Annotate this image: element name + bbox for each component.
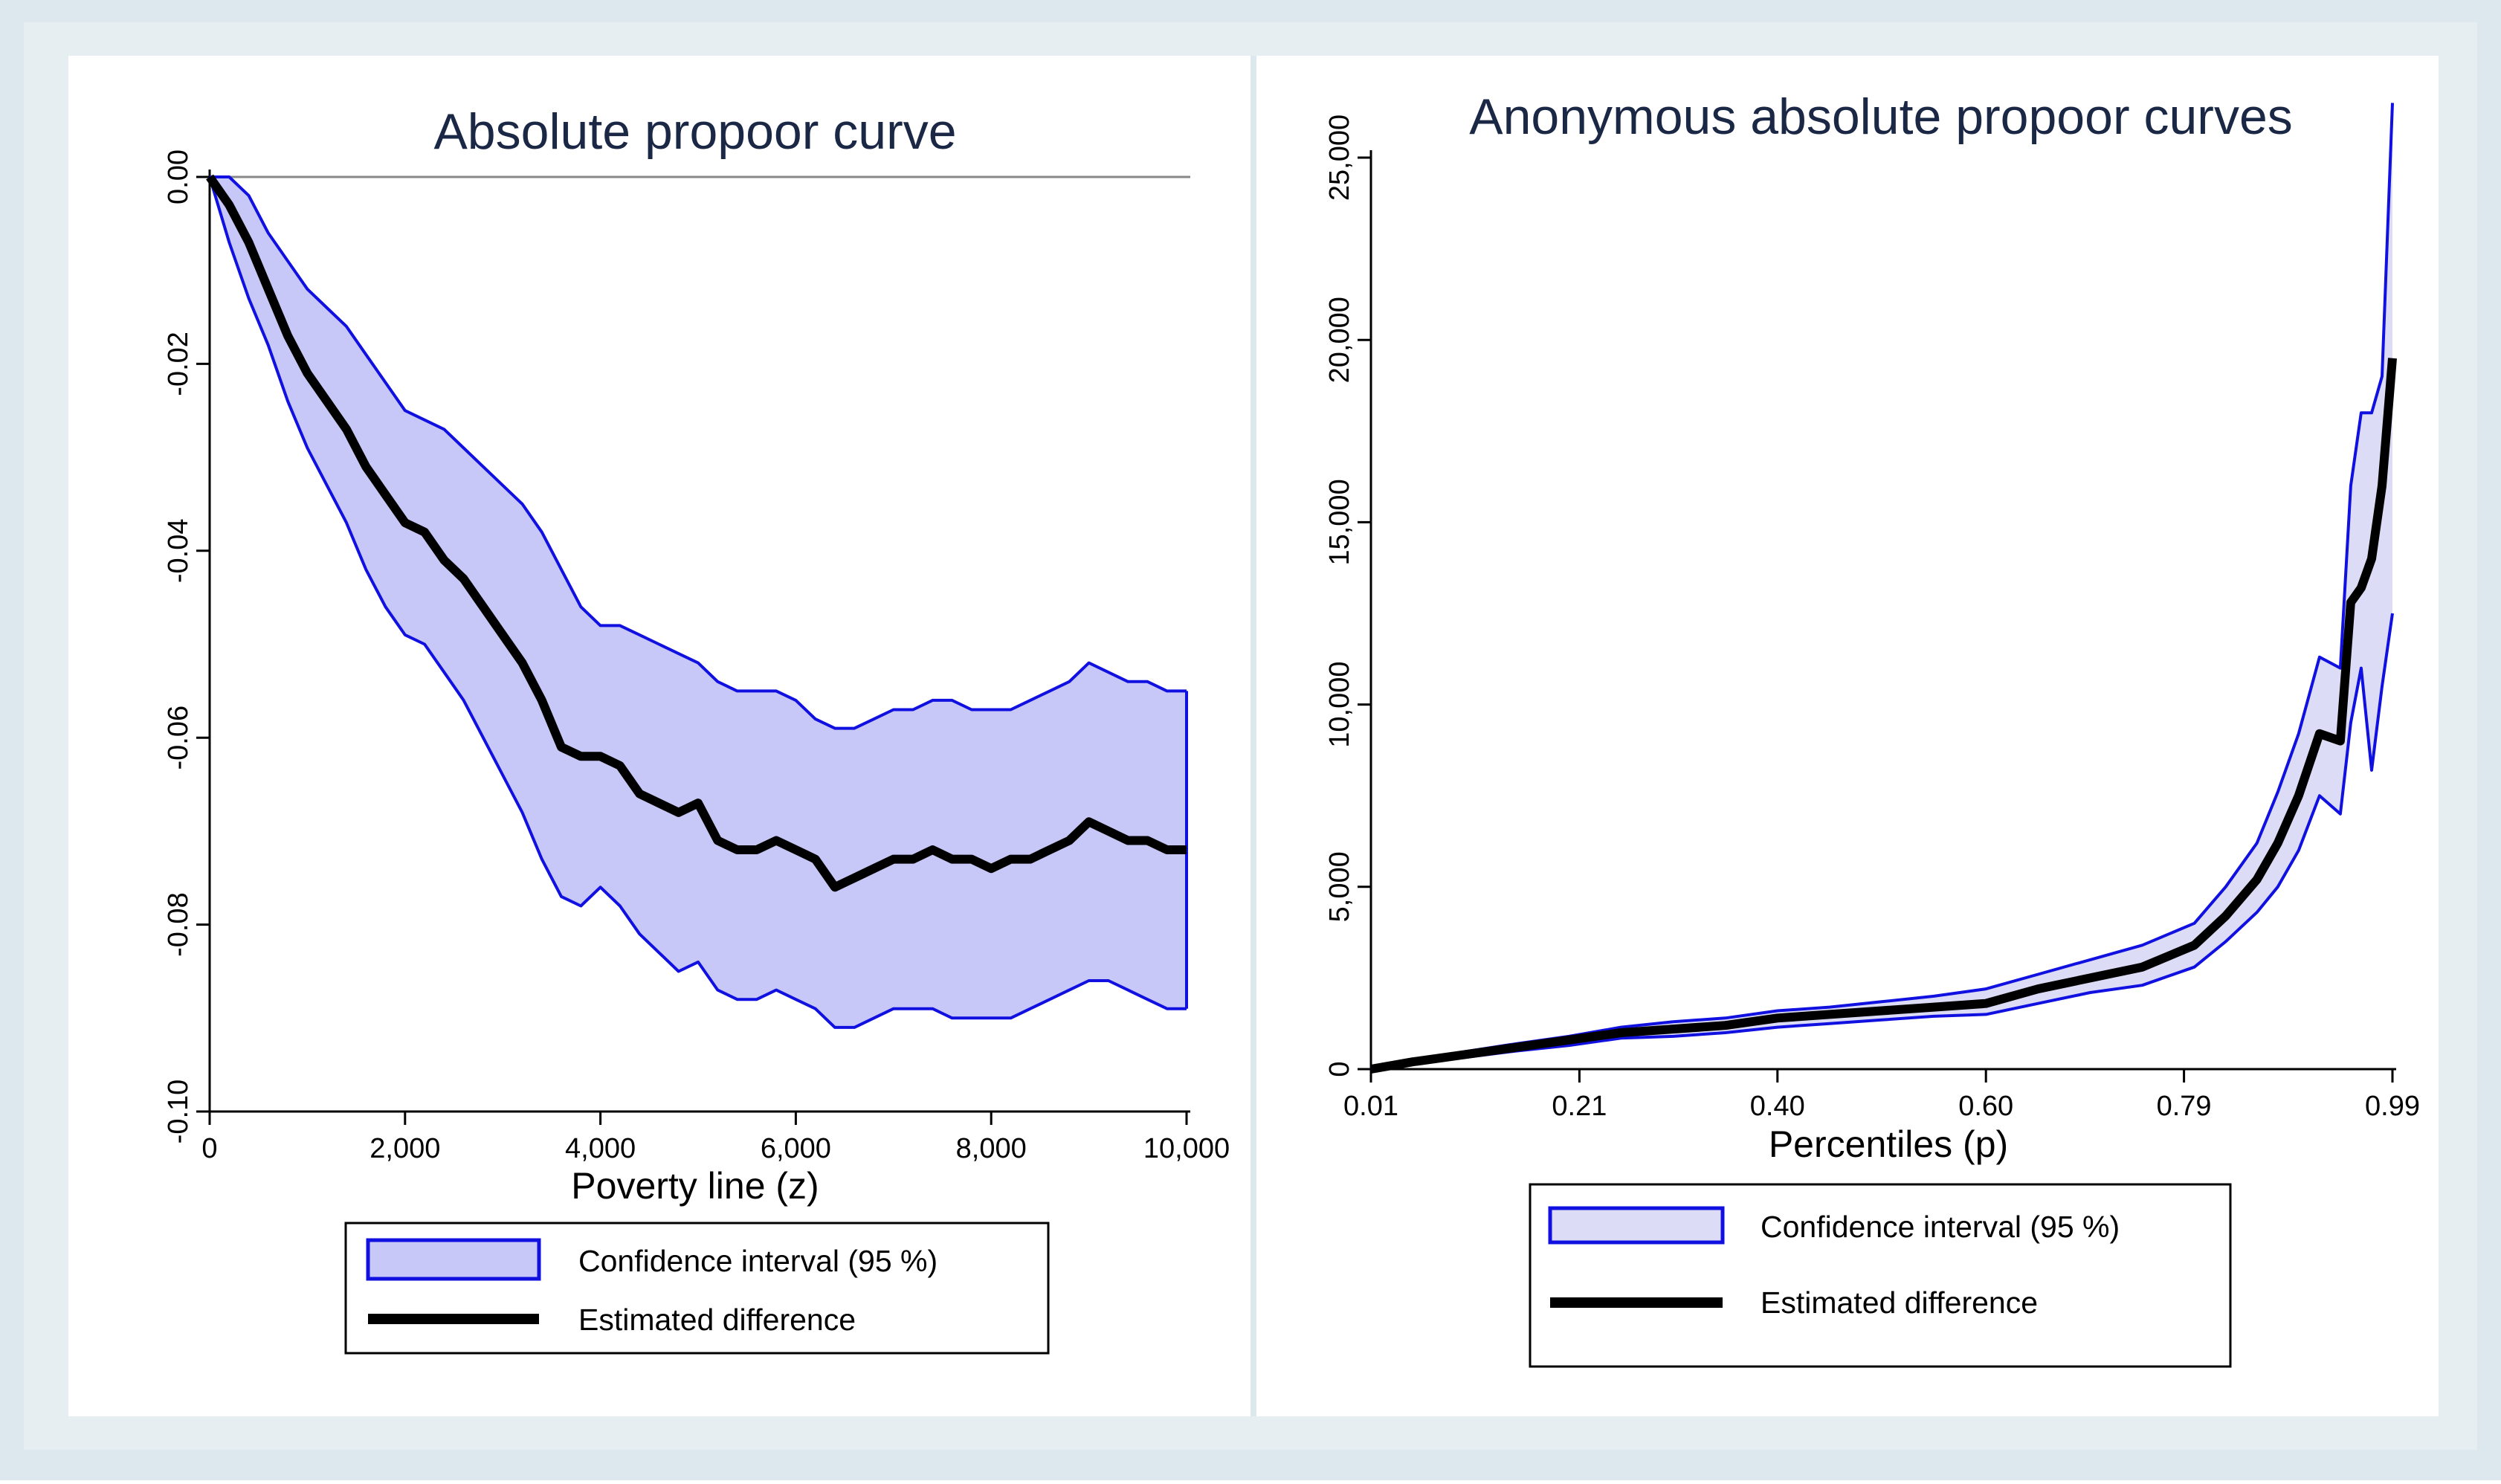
right-x-tick-label: 0.99 <box>2365 1091 2420 1122</box>
right-x-tick-label: 0.79 <box>2157 1091 2212 1122</box>
right-y-tick-label: 15,000 <box>1324 479 1355 565</box>
right-y-tick-label: 20,000 <box>1324 297 1355 383</box>
left-legend-ci-swatch <box>366 1238 541 1281</box>
left-x-tick-label: 8,000 <box>956 1133 1027 1164</box>
left-legend-ci-label: Confidence interval (95 %) <box>578 1244 938 1278</box>
left-x-tick-label: 4,000 <box>565 1133 636 1164</box>
right-legend-ci-swatch <box>1548 1206 1725 1245</box>
left-x-tick-label: 0 <box>201 1133 217 1164</box>
right-estimate-line <box>1369 358 2397 1074</box>
left-chart-title: Absolute propoor curve <box>433 103 956 160</box>
right-x-axis-label: Percentiles (p) <box>1769 1123 2008 1165</box>
right-chart-title: Anonymous absolute propoor curves <box>1469 88 2293 145</box>
right-x-tick-label: 0.01 <box>1343 1091 1398 1122</box>
left-y-tick-label: -0.10 <box>163 1080 194 1144</box>
right-x-tick-label: 0.40 <box>1750 1091 1805 1122</box>
right-y-tick-label: 5,000 <box>1324 851 1355 922</box>
left-x-tick-label: 10,000 <box>1143 1133 1230 1164</box>
right-y-tick-label: 25,000 <box>1324 114 1355 201</box>
right-legend-ci-label: Confidence interval (95 %) <box>1761 1210 2120 1244</box>
left-panel: Absolute propoor curve 0.00 -0.02 -0.04 -0.… <box>68 56 1250 1416</box>
left-estimate-line <box>206 174 1187 892</box>
right-y-tick-label: 0 <box>1324 1061 1355 1077</box>
right-x-tick-label: 0.60 <box>1958 1091 2013 1122</box>
right-y-tick-label: 10,000 <box>1324 661 1355 747</box>
left-y-tick-label: -0.02 <box>163 332 194 396</box>
left-ci-upper-line <box>210 175 1187 730</box>
left-legend: Confidence interval (95 %) Estimated dif… <box>344 1222 1050 1355</box>
left-y-tick-label: -0.06 <box>163 706 194 770</box>
right-plot-area: 0 5,000 10,000 15,000 20,000 25,000 0.01 0.21 0.… <box>1324 103 2420 1122</box>
right-legend: Confidence interval (95 %) Estimated dif… <box>1529 1183 2232 1368</box>
left-plot-area: 0.00 -0.02 -0.04 -0.06 -0.08 -0.100 2,000 4,000… <box>163 149 1230 1164</box>
left-ci-lower-line <box>208 176 1187 1029</box>
right-ci-lower-line <box>1370 613 2394 1071</box>
left-x-tick-label: 6,000 <box>761 1133 831 1164</box>
left-legend-estimate-label: Estimated difference <box>578 1303 856 1337</box>
right-ci-upper-line <box>1370 103 2394 1071</box>
left-ci-band <box>210 177 1187 1027</box>
right-legend-estimate-label: Estimated difference <box>1761 1285 2038 1320</box>
right-panel: Anonymous absolute propoor curves 0 5,000… <box>1256 56 2439 1416</box>
left-x-tick-label: 2,000 <box>369 1133 440 1164</box>
right-x-tick-label: 0.21 <box>1552 1091 1607 1122</box>
left-y-tick-label: 0.00 <box>163 149 194 204</box>
left-y-tick-label: -0.08 <box>163 892 194 957</box>
left-y-tick-label: -0.04 <box>163 518 194 583</box>
left-x-axis-label: Poverty line (z) <box>571 1165 819 1207</box>
